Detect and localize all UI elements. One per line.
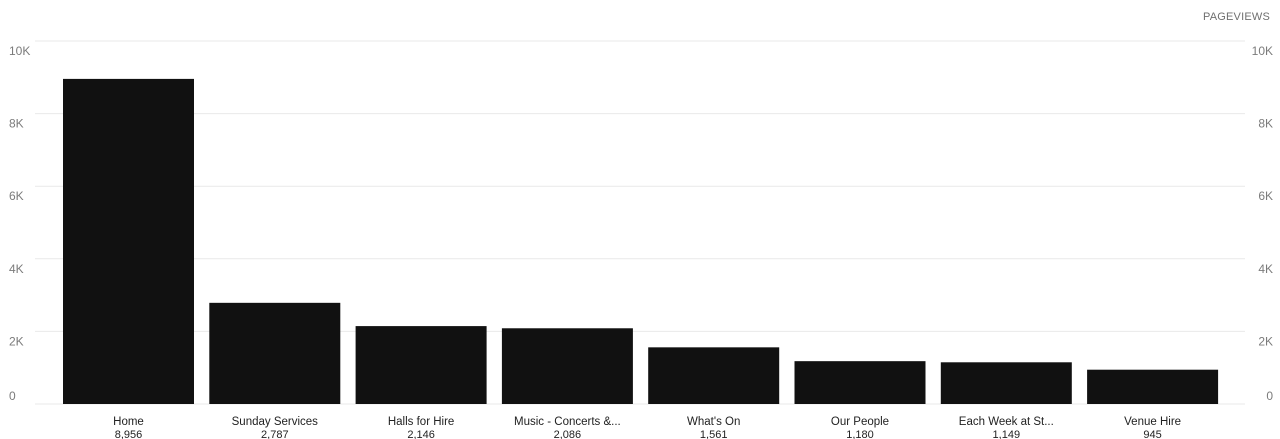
bar bbox=[209, 302, 341, 404]
metric-label: PAGEVIEWS bbox=[1203, 11, 1270, 23]
bar bbox=[940, 362, 1072, 404]
y-tick-label-right: 8K bbox=[1258, 117, 1273, 131]
x-category-label: Music - Concerts &... bbox=[514, 416, 621, 428]
y-tick-label-right: 4K bbox=[1258, 262, 1273, 276]
x-value-label: 1,561 bbox=[700, 429, 728, 439]
bar bbox=[63, 78, 194, 404]
x-value-label: 8,956 bbox=[115, 429, 143, 439]
y-tick-label-left: 4K bbox=[9, 262, 24, 276]
bar bbox=[648, 347, 780, 404]
x-value-label: 1,180 bbox=[846, 429, 874, 439]
x-value-label: 2,086 bbox=[554, 429, 582, 439]
y-tick-label-right: 0 bbox=[1266, 389, 1273, 403]
x-value-label: 945 bbox=[1143, 429, 1161, 439]
y-tick-label-right: 10K bbox=[1252, 44, 1273, 58]
y-tick-label-left: 8K bbox=[9, 117, 24, 131]
x-value-label: 2,146 bbox=[407, 429, 435, 439]
bar bbox=[1087, 369, 1219, 404]
y-tick-label-left: 0 bbox=[9, 389, 16, 403]
bar bbox=[794, 361, 926, 404]
y-tick-label-right: 6K bbox=[1258, 189, 1273, 203]
bar bbox=[501, 328, 633, 404]
y-tick-label-left: 2K bbox=[9, 334, 24, 348]
x-value-label: 2,787 bbox=[261, 429, 289, 439]
x-category-label: Venue Hire bbox=[1124, 416, 1181, 428]
bar bbox=[355, 326, 487, 404]
y-tick-label-left: 6K bbox=[9, 189, 24, 203]
x-category-label: Home bbox=[113, 416, 144, 428]
x-category-label: Sunday Services bbox=[232, 416, 319, 428]
y-tick-label-left: 10K bbox=[9, 44, 30, 58]
x-value-label: 1,149 bbox=[993, 429, 1021, 439]
x-category-label: Each Week at St... bbox=[959, 416, 1054, 428]
x-category-label: Our People bbox=[831, 416, 889, 428]
x-category-label: What's On bbox=[687, 416, 740, 428]
x-category-label: Halls for Hire bbox=[388, 416, 454, 428]
y-tick-label-right: 2K bbox=[1258, 334, 1273, 348]
